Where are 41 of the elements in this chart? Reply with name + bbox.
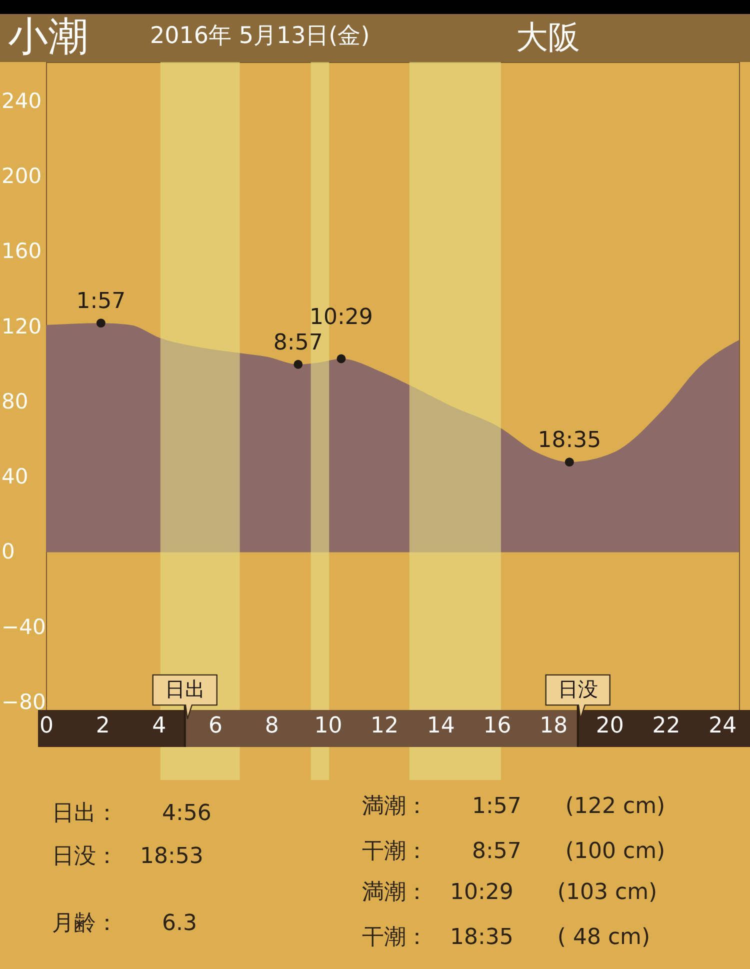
text: 干潮： 8:57 (100 cm) xyxy=(362,839,666,864)
y-tick-label: −80 xyxy=(2,690,46,714)
y-tick-label: 80 xyxy=(2,389,28,414)
chart-title: 小潮 xyxy=(8,14,88,60)
annotation: 18:35 xyxy=(538,428,602,454)
x-tick-label: 14 xyxy=(426,714,455,738)
y-tick-label: 240 xyxy=(2,88,42,113)
y-tick-label: 40 xyxy=(2,464,28,489)
text: 日没： 18:53 xyxy=(52,844,204,869)
y-tick-label: 0 xyxy=(2,540,15,564)
x-tick-label: 18 xyxy=(540,714,568,738)
point xyxy=(564,458,574,467)
x-tick-label: 2 xyxy=(96,714,110,738)
text: 満潮： 1:57 (122 cm) xyxy=(362,794,666,819)
x-tick-label: 24 xyxy=(708,714,737,738)
ref-line-label: 日没 xyxy=(558,677,598,701)
ref-line-label: 日出 xyxy=(164,677,205,701)
x-tick-label: 12 xyxy=(370,714,399,738)
y-tick-label: 200 xyxy=(2,164,42,188)
chart-subtitle: 2016年 5月13日(金) xyxy=(150,23,370,49)
x-tick-label: 16 xyxy=(483,714,512,738)
point xyxy=(96,318,106,328)
x-tick-label: 22 xyxy=(652,714,680,738)
y-tick-label: −40 xyxy=(2,614,46,639)
x-tick-label: 10 xyxy=(314,714,342,738)
point xyxy=(336,354,346,364)
text: 月齢： 6.3 xyxy=(52,911,197,936)
annotation: 1:57 xyxy=(76,289,126,314)
text: 日出： 4:56 xyxy=(52,801,212,826)
x-tick-label: 6 xyxy=(208,714,223,738)
y-tick-label: 120 xyxy=(2,314,42,338)
text: 満潮： 10:29 (103 cm) xyxy=(362,880,658,905)
text: 大阪 xyxy=(516,18,580,56)
text: 干潮： 18:35 ( 48 cm) xyxy=(362,925,650,950)
x-tick-label: 4 xyxy=(152,714,166,738)
point xyxy=(294,360,303,369)
annotation: 8:57 xyxy=(273,330,323,356)
y-tick-label: 160 xyxy=(2,239,42,264)
x-tick-label: 8 xyxy=(264,714,279,738)
x-tick-label: 20 xyxy=(596,714,624,738)
annotation: 10:29 xyxy=(310,304,373,330)
